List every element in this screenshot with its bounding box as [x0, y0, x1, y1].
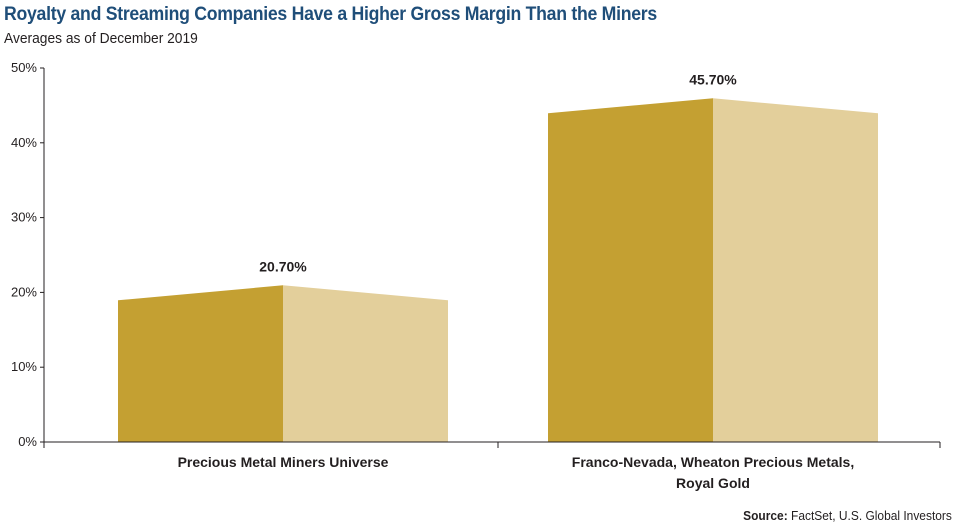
y-tick-label: 0%: [18, 434, 37, 449]
bar-right-face: [713, 98, 878, 442]
y-tick-label: 10%: [11, 359, 37, 374]
source-label: Source:: [743, 508, 788, 523]
bar-right-face: [283, 285, 448, 442]
source-text: FactSet, U.S. Global Investors: [791, 508, 952, 523]
bar-left-face: [118, 285, 283, 442]
source-note: Source: FactSet, U.S. Global Investors: [743, 508, 952, 523]
data-label: 45.70%: [689, 71, 737, 87]
y-tick-label: 20%: [11, 284, 37, 299]
x-category-label: Royal Gold: [676, 475, 750, 491]
y-tick-label: 30%: [11, 210, 37, 225]
y-tick-label: 40%: [11, 135, 37, 150]
x-category-label: Precious Metal Miners Universe: [178, 454, 389, 470]
chart-subtitle: Averages as of December 2019: [4, 30, 198, 47]
y-tick-label: 50%: [11, 60, 37, 75]
x-category-label: Franco-Nevada, Wheaton Precious Metals,: [572, 454, 854, 470]
data-label: 20.70%: [259, 258, 307, 274]
chart-title: Royalty and Streaming Companies Have a H…: [4, 4, 657, 25]
bar-left-face: [548, 98, 713, 442]
